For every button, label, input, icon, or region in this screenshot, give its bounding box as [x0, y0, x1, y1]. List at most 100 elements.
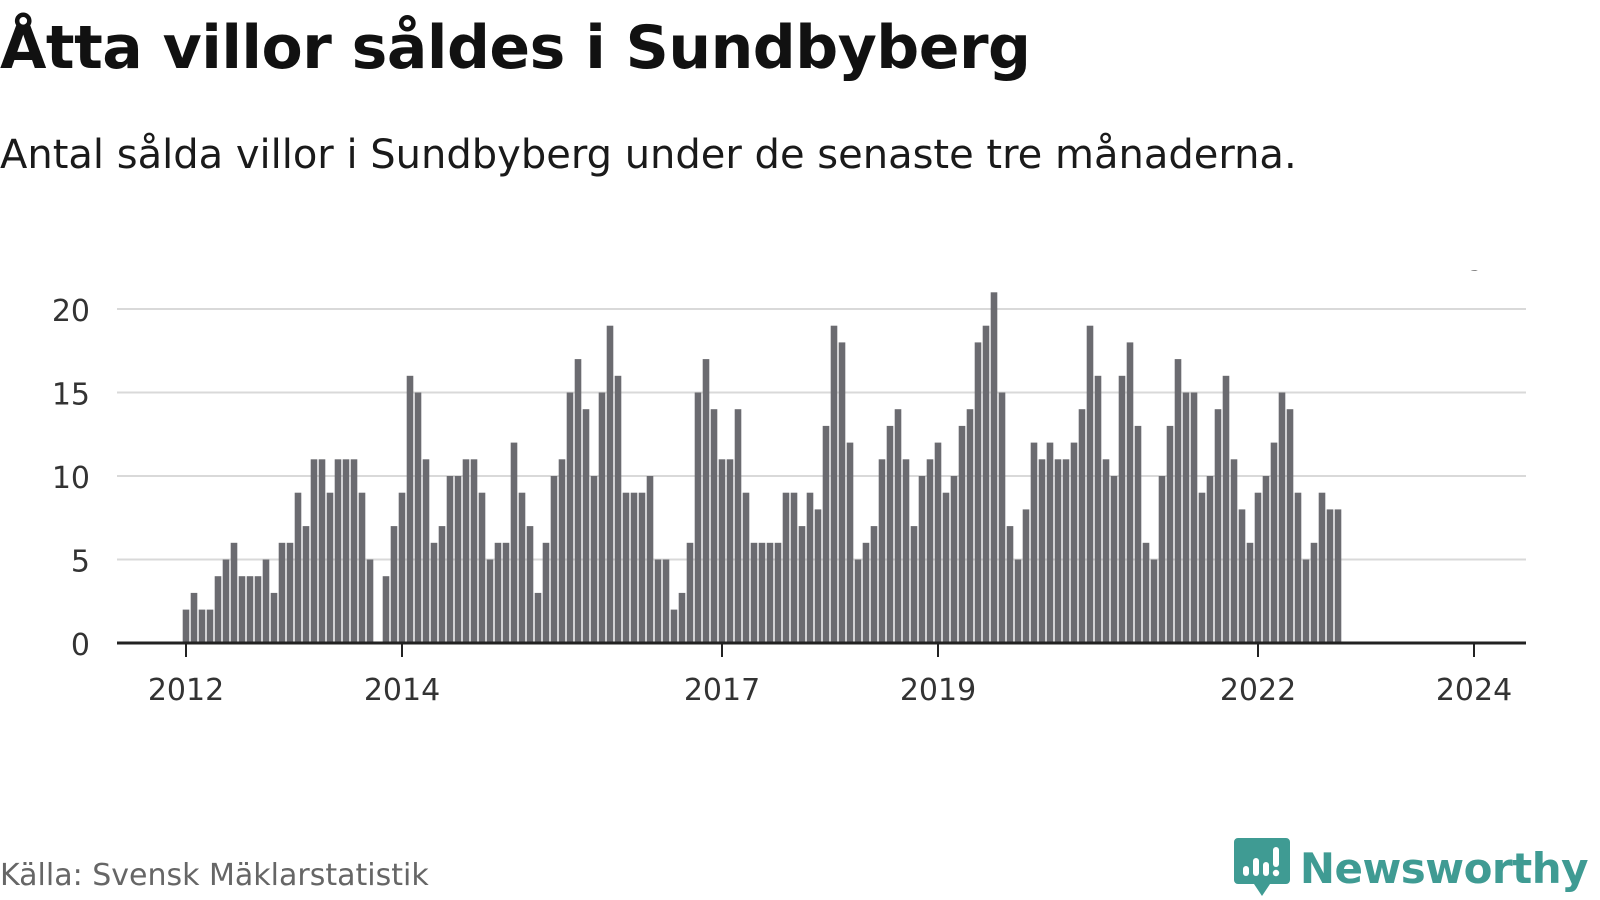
- bar: [766, 542, 774, 643]
- bar: [454, 476, 462, 643]
- bar: [806, 492, 814, 643]
- bar: [406, 375, 414, 643]
- bar: [1238, 509, 1246, 643]
- bar: [622, 492, 630, 643]
- bar: [214, 576, 222, 643]
- x-tick-label-2017: 2017: [684, 673, 760, 708]
- bar: [1214, 409, 1222, 643]
- bar: [750, 542, 758, 643]
- bar: [1334, 509, 1342, 643]
- x-tick-label-2014: 2014: [364, 673, 440, 708]
- bar: [910, 526, 918, 643]
- bar: [798, 526, 806, 643]
- bar: [926, 459, 934, 643]
- bar: [446, 476, 454, 643]
- bar: [230, 542, 238, 643]
- bar: [1038, 459, 1046, 643]
- bar: [1310, 542, 1318, 643]
- bar: [726, 459, 734, 643]
- bar: [1046, 442, 1054, 643]
- bar: [678, 592, 686, 643]
- bar: [550, 476, 558, 643]
- bar: [646, 476, 654, 643]
- bar: [1326, 509, 1334, 643]
- bar: [566, 392, 574, 643]
- bar: [950, 476, 958, 643]
- bar: [590, 476, 598, 643]
- bar: [270, 592, 278, 643]
- bar: [262, 559, 270, 643]
- bar: [1030, 442, 1038, 643]
- bar: [830, 325, 838, 643]
- bar: [222, 559, 230, 643]
- bar: [1246, 542, 1254, 643]
- bar: [574, 359, 582, 643]
- bar: [862, 542, 870, 643]
- bar: [630, 492, 638, 643]
- bar: [1182, 392, 1190, 643]
- bar: [470, 459, 478, 643]
- y-tick-label-15: 15: [52, 378, 90, 413]
- bar: [782, 492, 790, 643]
- bar: [278, 542, 286, 643]
- bar: [870, 526, 878, 643]
- bar: [518, 492, 526, 643]
- bar: [1206, 476, 1214, 643]
- bar: [694, 392, 702, 643]
- bar: [1006, 526, 1014, 643]
- bar: [582, 409, 590, 643]
- bar: [502, 542, 510, 643]
- chart-title: Åtta villor såldes i Sundbyberg: [0, 13, 1031, 83]
- bar: [1222, 375, 1230, 643]
- y-tick-label-5: 5: [71, 545, 90, 580]
- bar: [294, 492, 302, 643]
- y-tick-label-20: 20: [52, 294, 90, 329]
- bar: [510, 442, 518, 643]
- bar: [238, 576, 246, 643]
- bar: [1286, 409, 1294, 643]
- bar: [526, 526, 534, 643]
- bar: [1270, 442, 1278, 643]
- bar: [774, 542, 782, 643]
- bar: [478, 492, 486, 643]
- bar: [342, 459, 350, 643]
- bar: [854, 559, 862, 643]
- bar: [542, 542, 550, 643]
- bar: [310, 459, 318, 643]
- bar: [1110, 476, 1118, 643]
- bar: [838, 342, 846, 643]
- bar: [614, 375, 622, 643]
- bar: [1262, 476, 1270, 643]
- bar: [918, 476, 926, 643]
- bar: [942, 492, 950, 643]
- bar: [1302, 559, 1310, 643]
- bar: [494, 542, 502, 643]
- bar: [1150, 559, 1158, 643]
- bar: [662, 559, 670, 643]
- bar: [358, 492, 366, 643]
- bar: [1174, 359, 1182, 643]
- x-tick-label-2024: 2024: [1436, 673, 1512, 708]
- bar: [1022, 509, 1030, 643]
- brand-name: Newsworthy: [1299, 843, 1589, 893]
- bar: [254, 576, 262, 643]
- bar: [1078, 409, 1086, 643]
- bar: [742, 492, 750, 643]
- bar: [1158, 476, 1166, 643]
- bar: [814, 509, 822, 643]
- bar: [1142, 542, 1150, 643]
- bar: [1126, 342, 1134, 643]
- bar: [1086, 325, 1094, 643]
- source-note: Källa: Svensk Mäklarstatistik: [0, 858, 429, 893]
- bar: [1198, 492, 1206, 643]
- bar: [990, 292, 998, 643]
- bar: [1230, 459, 1238, 643]
- brand: Newsworthy: [1233, 836, 1589, 900]
- bar: [966, 409, 974, 643]
- bar: [1318, 492, 1326, 643]
- labels: 0 5 10 15 20 2012 2014 2017 2019 2022 2024 8: [52, 270, 1512, 708]
- y-tick-label-10: 10: [52, 461, 90, 496]
- bar: [878, 459, 886, 643]
- bar: [486, 559, 494, 643]
- bar: [1294, 492, 1302, 643]
